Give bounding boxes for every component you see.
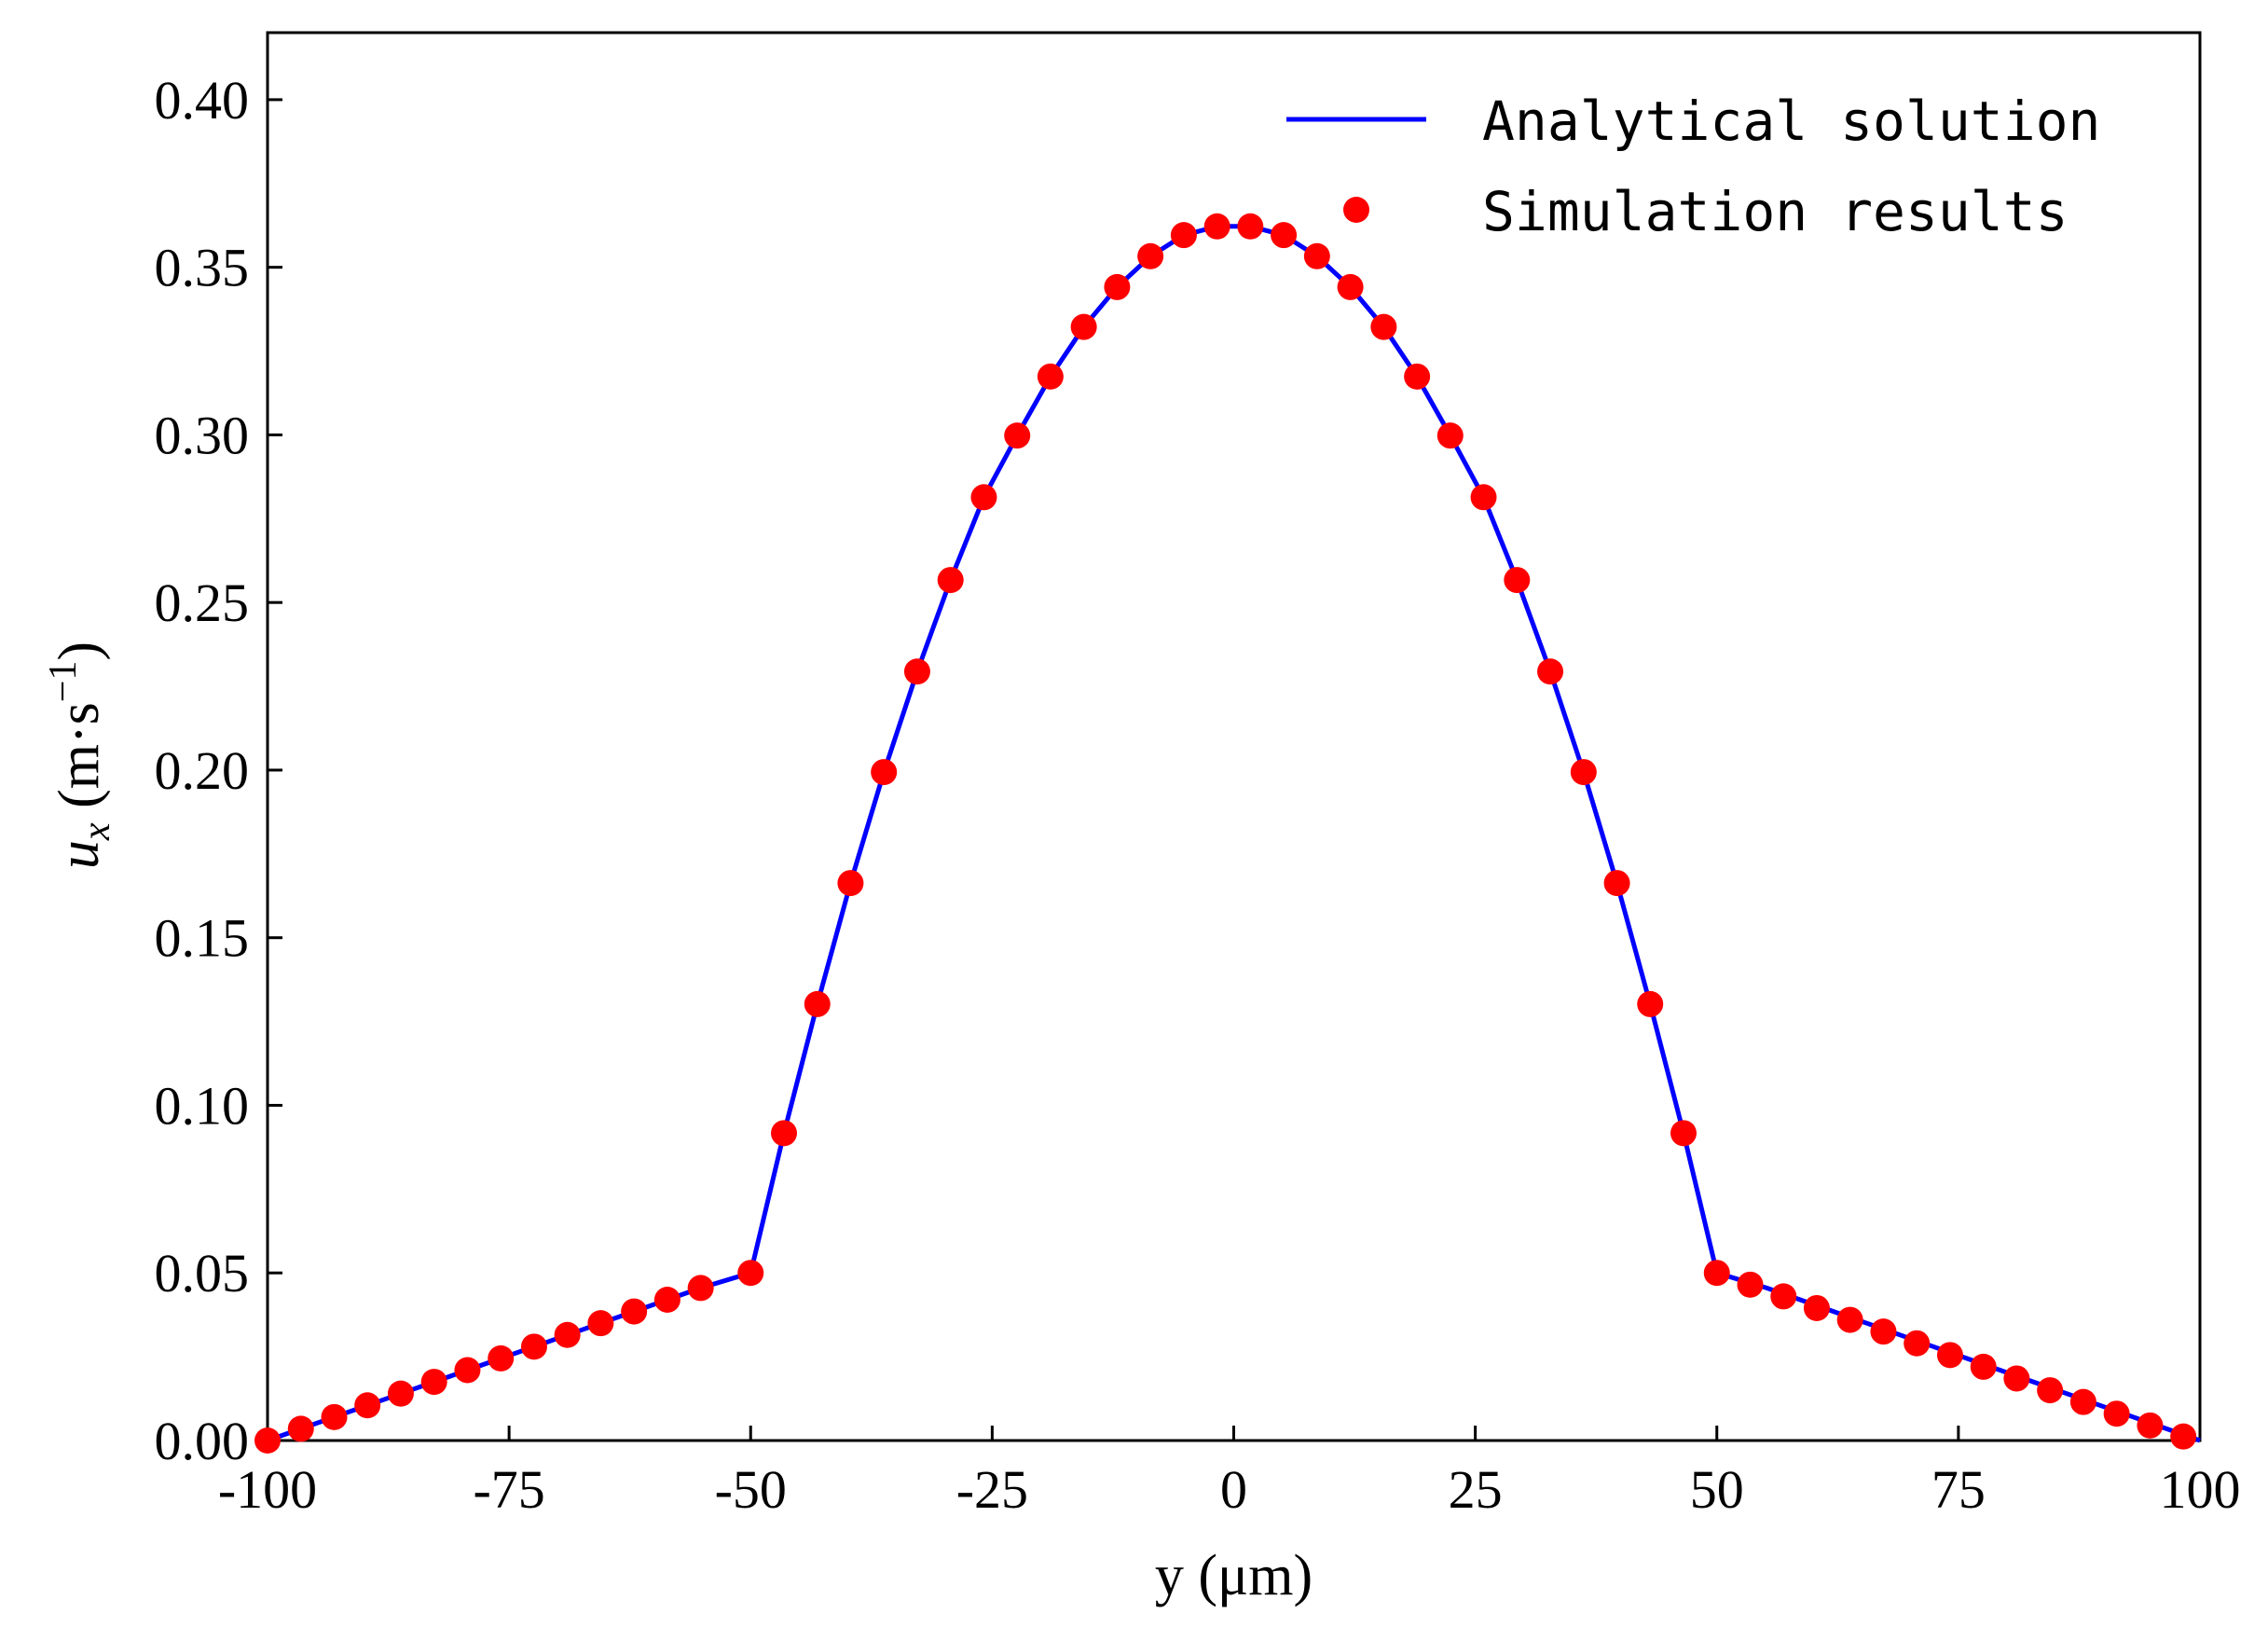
y-axis-title-symbol: u xyxy=(48,840,111,869)
x-tick-label: 75 xyxy=(1931,1459,1986,1520)
legend-label-simulation: Simulation results xyxy=(1482,180,2069,243)
simulation-point xyxy=(1970,1353,1997,1380)
y-tick-label: 0.10 xyxy=(155,1075,250,1136)
simulation-point xyxy=(1870,1318,1897,1345)
simulation-point xyxy=(488,1344,515,1372)
simulation-point xyxy=(1303,242,1330,269)
simulation-point xyxy=(1770,1283,1797,1310)
simulation-point xyxy=(2103,1400,2130,1427)
x-tick-label: -50 xyxy=(715,1459,787,1520)
y-axis-title-superscript: −1 xyxy=(42,661,85,703)
y-tick-label: 0.25 xyxy=(155,572,250,633)
legend-label-analytical: Analytical solution xyxy=(1482,90,2100,153)
simulation-point xyxy=(420,1369,447,1396)
simulation-point xyxy=(2037,1377,2064,1404)
simulation-point xyxy=(2170,1423,2197,1450)
simulation-point xyxy=(2137,1412,2164,1439)
x-axis-title: y (μm) xyxy=(1155,1544,1313,1607)
y-axis-title-unit: (m·s xyxy=(48,702,111,822)
simulation-point xyxy=(1703,1260,1730,1287)
simulation-point xyxy=(321,1403,348,1430)
simulation-point xyxy=(1203,213,1230,240)
simulation-point xyxy=(1603,870,1630,897)
simulation-point xyxy=(1237,213,1264,240)
simulation-point xyxy=(1570,759,1597,786)
y-tick-label: 0.30 xyxy=(155,405,250,465)
simulation-point xyxy=(1504,567,1531,594)
simulation-point xyxy=(1337,273,1364,300)
simulation-point xyxy=(903,658,930,685)
legend-marker-swatch xyxy=(1343,197,1369,223)
simulation-point xyxy=(1836,1306,1863,1333)
simulation-point xyxy=(354,1392,381,1419)
y-tick-label: 0.00 xyxy=(155,1411,250,1471)
simulation-point xyxy=(804,990,831,1017)
simulation-point xyxy=(1070,313,1097,340)
simulation-point xyxy=(287,1415,314,1442)
simulation-point xyxy=(1037,363,1064,390)
simulation-point xyxy=(1436,422,1464,449)
simulation-point xyxy=(1170,222,1197,249)
legend: Analytical solution Simulation results xyxy=(1286,90,2100,243)
y-axis-title-subscript: x xyxy=(76,822,118,841)
simulation-point xyxy=(587,1310,614,1337)
simulation-point xyxy=(454,1357,481,1384)
simulation-point xyxy=(2069,1388,2096,1415)
y-tick-label: 0.35 xyxy=(155,238,250,298)
x-tick-label: 50 xyxy=(1690,1459,1744,1520)
y-tick-label: 0.05 xyxy=(155,1243,250,1303)
simulation-point xyxy=(1936,1342,1963,1369)
x-tick-label: -25 xyxy=(956,1459,1028,1520)
x-tick-label: 25 xyxy=(1449,1459,1503,1520)
simulation-point xyxy=(687,1275,714,1302)
simulation-point xyxy=(621,1298,648,1325)
simulation-point xyxy=(387,1380,414,1407)
x-tick-label: -75 xyxy=(473,1459,544,1520)
series-layer xyxy=(254,213,2201,1454)
simulation-point xyxy=(1637,990,1664,1017)
y-axis-title: ux (m·s−1) xyxy=(42,641,118,869)
simulation-point xyxy=(771,1120,798,1147)
simulation-point xyxy=(254,1427,281,1454)
simulation-point xyxy=(554,1321,581,1348)
simulation-point xyxy=(970,484,997,511)
simulation-point xyxy=(1404,363,1431,390)
x-tick-label: -100 xyxy=(218,1459,317,1520)
simulation-point xyxy=(737,1260,764,1287)
simulation-point xyxy=(871,759,898,786)
y-axis-title-unit-close: ) xyxy=(48,641,111,661)
simulation-point xyxy=(1271,222,1298,249)
simulation-point xyxy=(1537,658,1564,685)
simulation-point xyxy=(1004,422,1031,449)
simulation-point xyxy=(2003,1365,2030,1392)
simulation-point xyxy=(1470,484,1497,511)
simulation-point xyxy=(837,870,864,897)
x-axis: -100 -75 -50 -25 0 25 50 75 100 xyxy=(218,1426,2241,1520)
simulation-point xyxy=(1737,1271,1764,1298)
y-axis: 0.00 0.05 0.10 0.15 0.20 0.25 0.30 0.35 0.40 xyxy=(155,70,282,1471)
simulation-point xyxy=(520,1333,547,1360)
x-tick-label: 0 xyxy=(1220,1459,1247,1520)
y-tick-label: 0.20 xyxy=(155,740,250,801)
y-tick-label: 0.40 xyxy=(155,70,250,131)
simulation-point xyxy=(1803,1294,1830,1321)
y-tick-label: 0.15 xyxy=(155,908,250,969)
simulation-point xyxy=(653,1287,680,1313)
simulation-point xyxy=(1370,313,1397,340)
simulation-point xyxy=(1137,242,1164,269)
x-tick-label: 100 xyxy=(2160,1459,2241,1520)
simulation-point xyxy=(937,567,964,594)
simulation-point xyxy=(1670,1120,1697,1147)
simulation-point xyxy=(1104,273,1131,300)
simulation-point xyxy=(1904,1330,1931,1357)
